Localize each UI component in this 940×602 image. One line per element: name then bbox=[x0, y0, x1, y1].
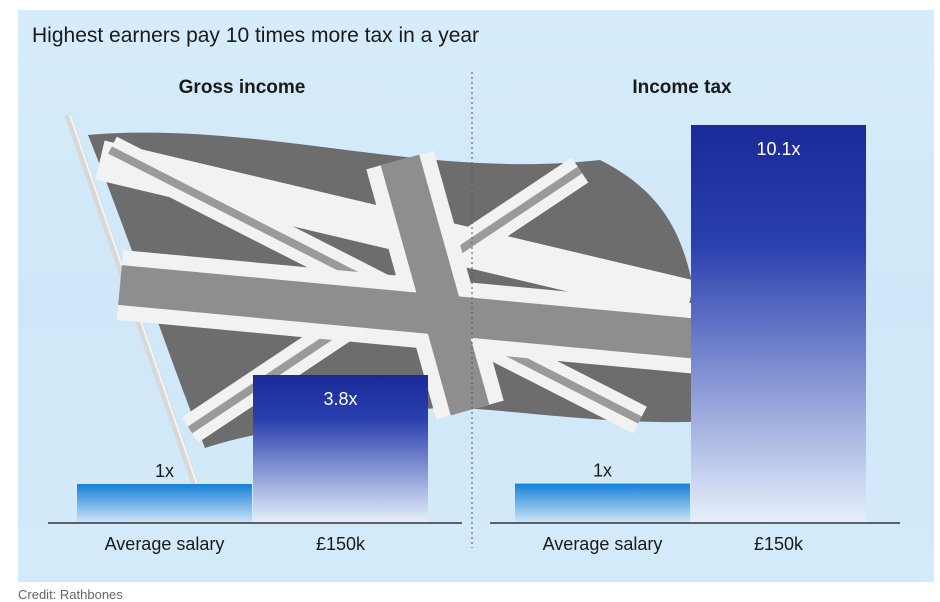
data-label-1-1: 1x bbox=[155, 461, 174, 481]
credit-text: Credit: Rathbones bbox=[18, 587, 123, 602]
chart-title: Highest earners pay 10 times more tax in… bbox=[32, 24, 480, 47]
bar-1-2 bbox=[253, 375, 428, 523]
category-label-1-2: £150k bbox=[316, 534, 366, 554]
chart-1-title: Gross income bbox=[179, 77, 306, 98]
data-label-2-1: 1x bbox=[593, 461, 612, 481]
category-label-2-1: Average salary bbox=[543, 534, 663, 554]
bar-2-1 bbox=[515, 483, 690, 523]
category-label-1-1: Average salary bbox=[105, 534, 225, 554]
bar-2-2 bbox=[691, 125, 866, 523]
data-label-1-2: 3.8x bbox=[323, 389, 357, 409]
category-label-2-2: £150k bbox=[754, 534, 804, 554]
bar-1-1 bbox=[77, 484, 252, 523]
data-label-2-2: 10.1x bbox=[756, 139, 800, 159]
chart-2-title: Income tax bbox=[632, 77, 732, 98]
